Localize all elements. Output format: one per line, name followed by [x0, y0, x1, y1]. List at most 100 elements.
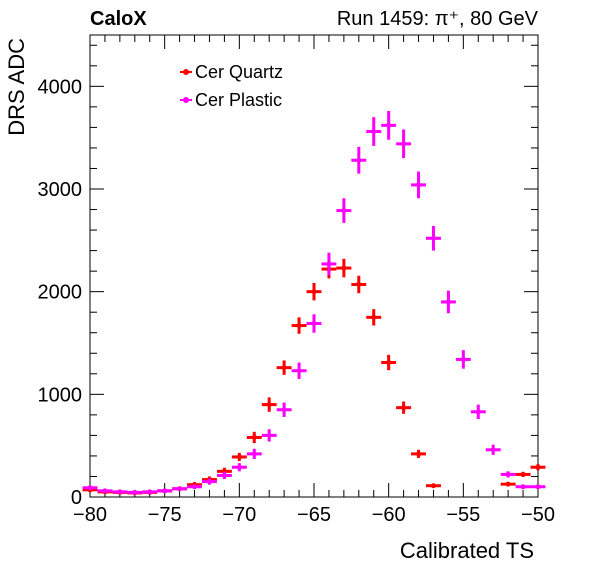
legend-label-cer-quartz: Cer Quartz: [195, 62, 283, 82]
data-point: [82, 485, 98, 491]
data-point: [515, 471, 531, 477]
data-point: [127, 489, 143, 495]
y-tick-label: 0: [71, 487, 82, 509]
marker: [505, 471, 511, 477]
data-point: [351, 275, 367, 294]
data-point: [172, 486, 188, 492]
marker: [296, 323, 302, 329]
data-point: [231, 452, 247, 462]
data-point: [366, 309, 382, 326]
data-point: [291, 317, 307, 334]
marker: [177, 486, 183, 492]
marker: [535, 484, 541, 490]
data-point: [515, 484, 531, 490]
data-point: [336, 198, 352, 223]
marker: [281, 365, 287, 371]
data-point: [231, 463, 247, 472]
y-tick-labels: 0 1000 2000 3000 4000: [38, 76, 83, 509]
data-point: [411, 171, 426, 199]
data-point: [336, 258, 352, 278]
data-point: [276, 402, 292, 417]
marker: [520, 471, 526, 477]
marker: [206, 479, 212, 485]
data-point: [261, 397, 277, 412]
marker: [356, 281, 362, 287]
y-tick-label: 1000: [38, 384, 83, 406]
data-point: [381, 110, 397, 140]
data-point: [470, 404, 486, 419]
data-point: [411, 449, 426, 458]
marker: [87, 485, 93, 491]
y-axis-title: DRS ADC: [4, 38, 29, 136]
marker: [281, 407, 287, 413]
x-tick-label: −50: [521, 504, 555, 526]
marker: [386, 360, 392, 366]
plot-frame: [89, 34, 539, 498]
marker: [490, 447, 496, 453]
x-axis-title: Calibrated TS: [400, 538, 534, 563]
marker: [162, 488, 168, 494]
marker: [386, 122, 392, 128]
x-tick-label: −60: [372, 504, 406, 526]
marker: [445, 299, 451, 305]
marker: [416, 451, 422, 457]
legend: Cer Quartz Cer Plastic: [180, 62, 283, 110]
data-point: [97, 488, 113, 494]
x-tick-labels: −80 −75 −70 −65 −60 −55 −50: [73, 504, 555, 526]
data-point: [321, 252, 337, 276]
data-point: [112, 489, 128, 495]
run-label: Run 1459: π⁺, 80 GeV: [337, 8, 539, 30]
legend-label-cer-plastic: Cer Plastic: [195, 90, 282, 110]
data-point: [142, 489, 158, 495]
data-point: [291, 362, 307, 379]
data-point: [500, 481, 516, 487]
marker: [266, 402, 272, 408]
data-point: [366, 117, 382, 146]
data-point: [455, 350, 471, 369]
series-cer-plastic: [82, 110, 546, 495]
legend-entry-cer-plastic: Cer Plastic: [180, 90, 282, 110]
marker: [341, 208, 347, 214]
experiment-label: CaloX: [90, 8, 147, 30]
marker: [296, 368, 302, 374]
data-point: [500, 471, 516, 478]
data-point: [246, 431, 262, 444]
data-point: [530, 464, 546, 471]
data-point: [485, 444, 501, 455]
marker: [311, 289, 317, 295]
axis-ticks: [89, 35, 539, 498]
y-tick-label: 2000: [38, 282, 83, 304]
legend-entry-cer-quartz: Cer Quartz: [180, 62, 283, 82]
y-tick-label: 4000: [38, 76, 83, 98]
data-point: [216, 471, 232, 480]
x-tick-label: −55: [446, 504, 480, 526]
data-point: [351, 146, 367, 174]
marker: [416, 182, 422, 188]
data-point: [187, 484, 202, 490]
data-point: [306, 314, 322, 333]
data-point: [381, 354, 397, 371]
marker: [147, 489, 153, 495]
data-point: [157, 488, 173, 494]
series-cer-quartz: [82, 258, 546, 496]
marker: [251, 434, 257, 440]
data-point: [440, 290, 456, 314]
marker: [505, 481, 511, 487]
data-point: [426, 483, 441, 489]
marker: [401, 141, 407, 147]
y-tick-label: 3000: [38, 179, 83, 201]
marker: [236, 464, 242, 470]
marker: [430, 483, 436, 489]
marker: [356, 157, 362, 163]
data-point: [261, 429, 277, 442]
legend-dot-cer-plastic: [183, 97, 189, 103]
marker: [251, 451, 257, 457]
data-point: [246, 448, 262, 460]
data-point: [306, 282, 322, 301]
marker: [371, 314, 377, 320]
marker: [192, 484, 198, 490]
data-point: [426, 225, 441, 251]
x-tick-label: −65: [297, 504, 331, 526]
marker: [520, 484, 526, 490]
marker: [475, 409, 481, 415]
